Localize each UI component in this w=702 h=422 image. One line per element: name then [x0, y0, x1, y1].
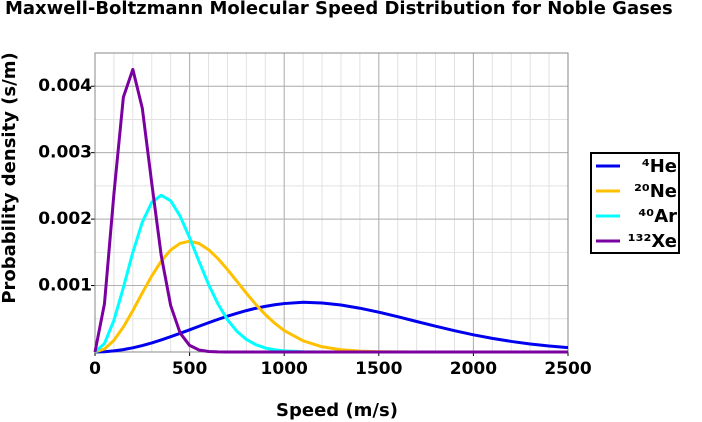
x-tick-label: 0 [89, 359, 101, 379]
y-tick-label: 0.003 [38, 143, 92, 163]
legend-box [590, 152, 680, 254]
legend-label: ²⁰Ne [634, 181, 677, 202]
x-tick-label: 2000 [450, 359, 497, 379]
y-tick-label: 0.004 [38, 76, 92, 96]
legend-label: ⁴⁰Ar [638, 206, 677, 227]
x-tick-label: 1500 [355, 359, 402, 379]
y-tick-label: 0.002 [38, 209, 92, 229]
x-tick-label: 2500 [544, 359, 591, 379]
y-axis-label: Probability density (s/m) [0, 52, 20, 303]
plot-area [95, 53, 568, 352]
x-axis-label: Speed (m/s) [276, 400, 398, 421]
chart-title: Maxwell-Boltzmann Molecular Speed Distri… [5, 0, 673, 19]
x-tick-label: 1000 [261, 359, 308, 379]
legend-label: ¹³²Xe [628, 231, 677, 252]
x-tick-label: 500 [172, 359, 208, 379]
legend-label: ⁴He [642, 156, 677, 177]
legend: ⁴He ²⁰Ne ⁴⁰Ar ¹³²Xe [590, 152, 680, 254]
series-line [93, 67, 568, 354]
y-tick-label: 0.001 [38, 276, 92, 296]
